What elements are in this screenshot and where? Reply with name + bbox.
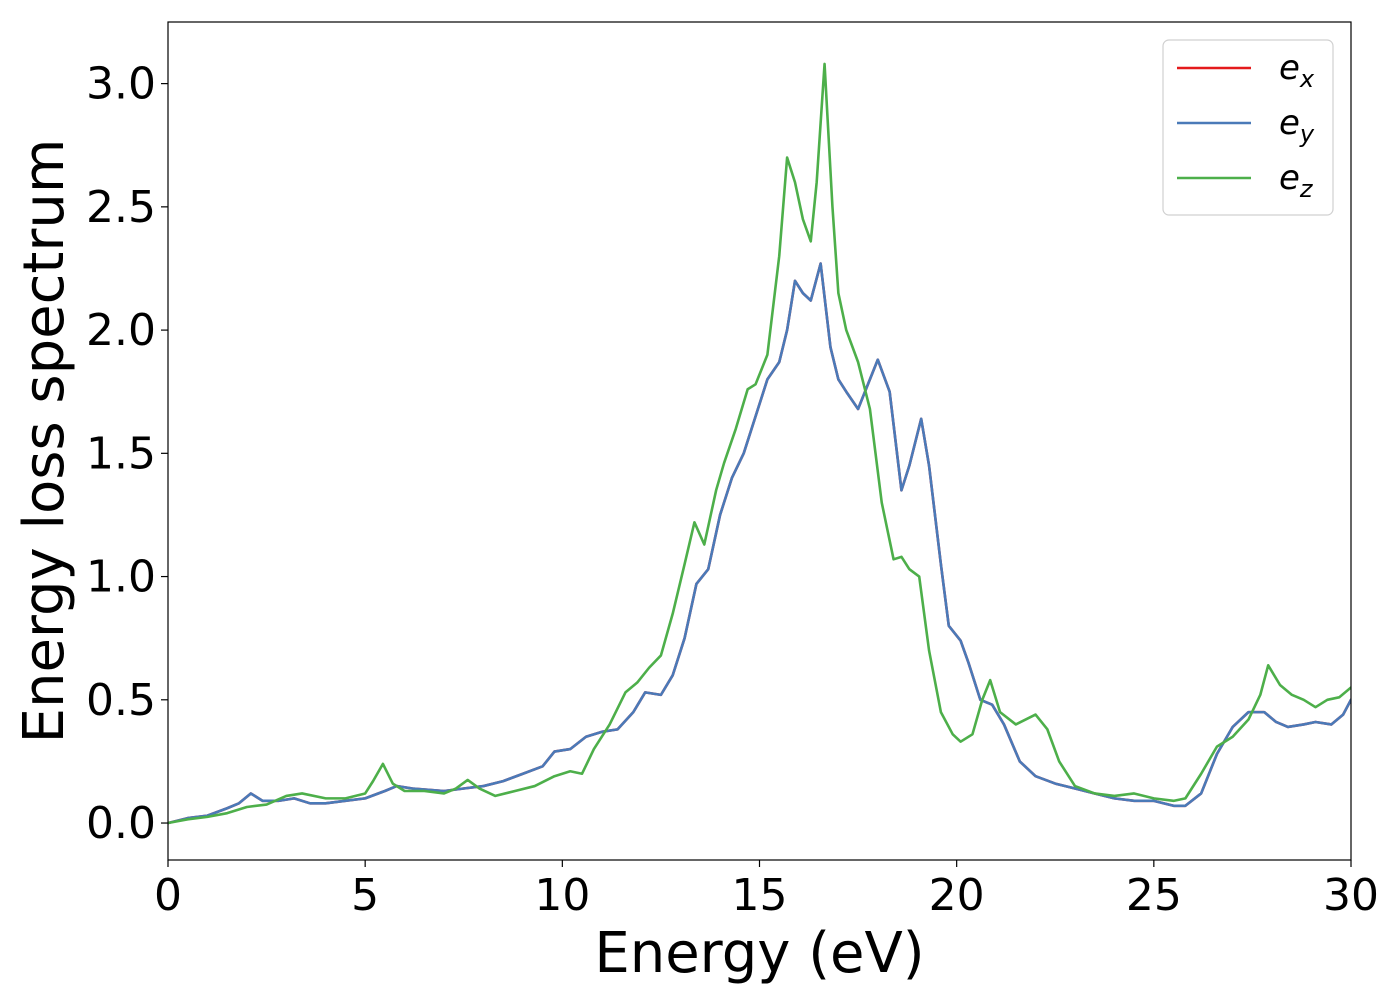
y-tick-label: 0.5 [86,675,156,726]
legend-label-base: e [1279,103,1300,143]
x-tick-label: 30 [1323,870,1379,921]
x-tick-label: 20 [929,870,985,921]
legend-label-subscript: x [1299,65,1315,93]
legend-label-x: ex [1279,48,1315,93]
legend-label-subscript: y [1299,120,1315,148]
x-tick-label: 5 [351,870,379,921]
legend-box [1162,39,1334,216]
y-tick-label: 0.0 [86,798,156,849]
y-tick-label: 2.5 [86,182,156,233]
series-line-z [168,62,1351,825]
y-axis: 0.0 0.5 1.0 1.5 2.0 2.5 3.0 [86,59,168,849]
x-tick-label: 25 [1126,870,1182,921]
legend-label-base: e [1279,48,1300,88]
x-tick-label: 0 [154,870,182,921]
legend-label-z: ez [1279,158,1314,203]
x-tick-label: 15 [732,870,788,921]
series-line-y [168,262,1351,825]
x-axis: 0 5 10 15 20 25 30 [154,860,1379,921]
series-line-x [168,262,1351,825]
legend-label-y: ey [1279,103,1315,148]
y-tick-label: 1.5 [86,428,156,479]
x-tick-label: 10 [534,870,590,921]
y-tick-label: 3.0 [86,59,156,110]
legend-label-subscript: z [1299,175,1314,203]
y-tick-label: 1.0 [86,552,156,603]
series-layer [168,62,1351,825]
legend-label-base: e [1279,158,1300,198]
y-axis-title: Energy loss spectrum [12,139,77,744]
x-axis-title: Energy (eV) [594,921,924,986]
y-tick-label: 2.0 [86,305,156,356]
